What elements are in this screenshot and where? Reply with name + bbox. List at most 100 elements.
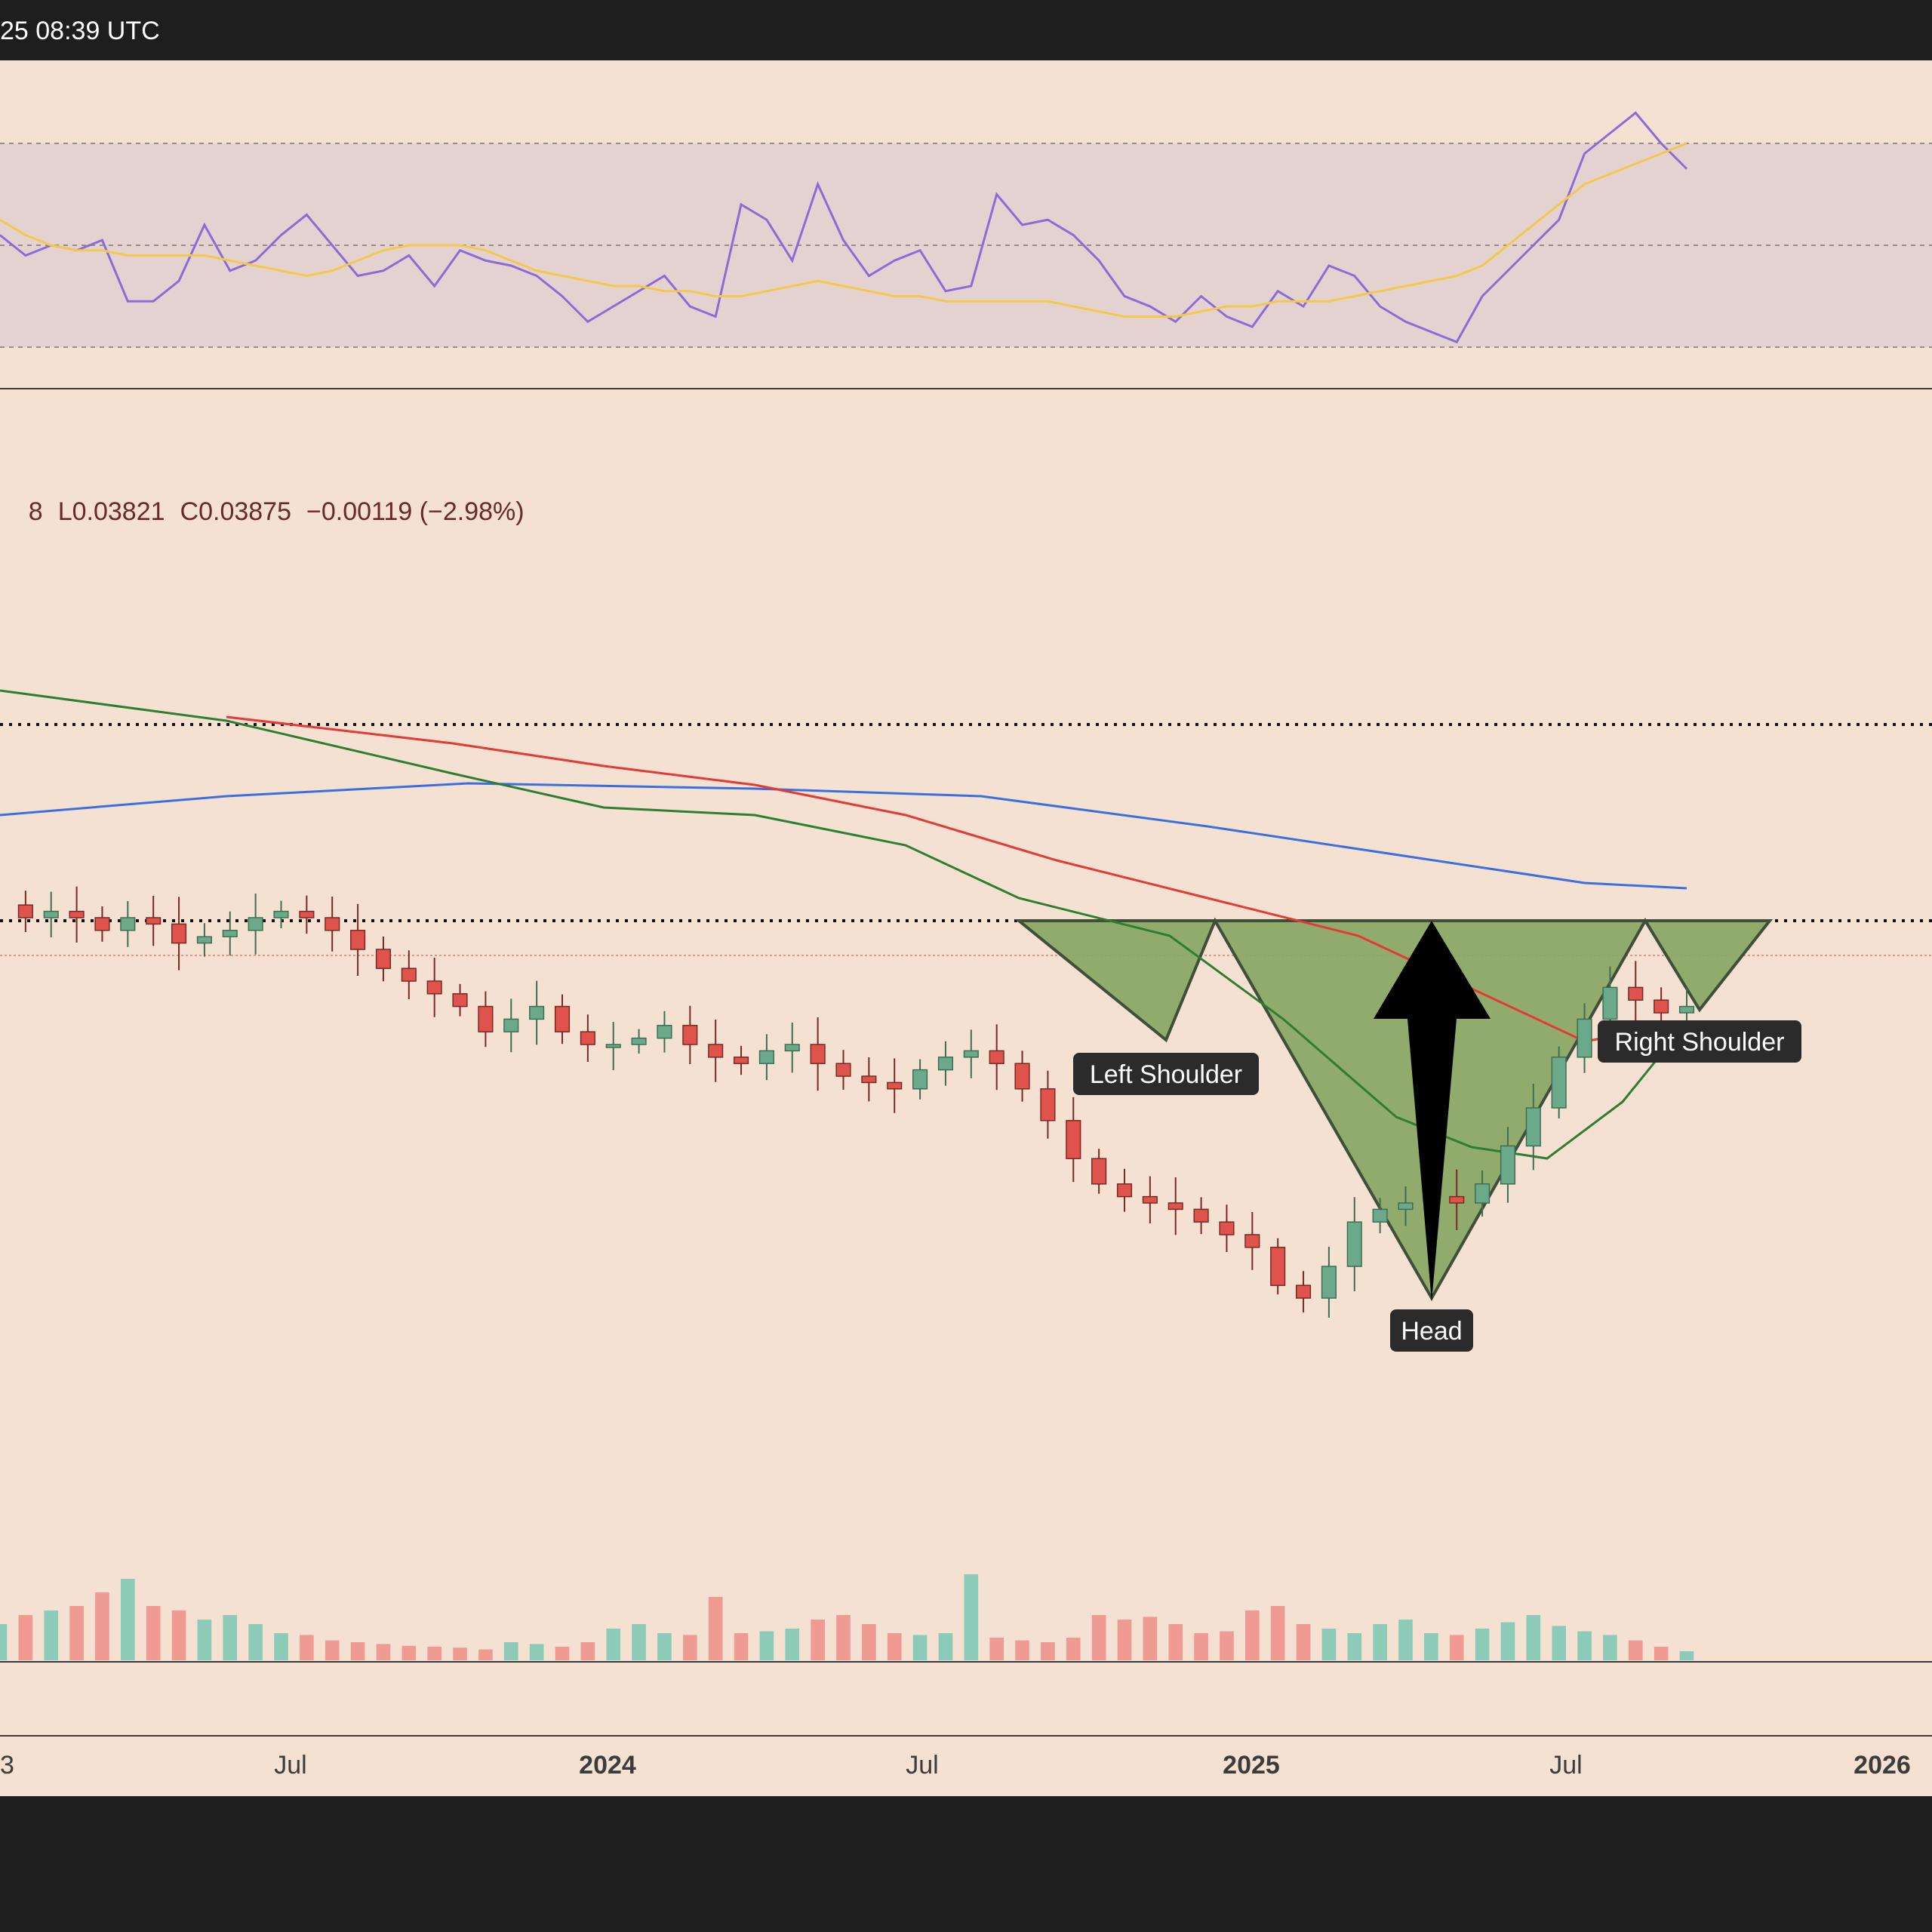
volume-bar (1373, 1624, 1387, 1660)
volume-bar (1347, 1633, 1362, 1660)
volume-bar (1449, 1635, 1464, 1660)
candle (1219, 1221, 1235, 1235)
volume-bar (1475, 1629, 1490, 1660)
pattern-label-text: Head (1401, 1317, 1462, 1346)
volume-bar (580, 1642, 595, 1660)
volume-bar (1091, 1615, 1106, 1660)
candle (248, 917, 263, 931)
legend-change: −0.00119 (−2.98%) (306, 497, 525, 526)
legend-low: L0.03821 (57, 497, 165, 526)
x-tick-label: 2024 (579, 1751, 636, 1780)
x-tick-label: Jul (274, 1751, 306, 1780)
candle (758, 1050, 774, 1064)
candle (94, 917, 110, 931)
volume-bar (478, 1649, 493, 1660)
candle (503, 1018, 519, 1032)
candle (120, 917, 136, 931)
candle (17, 904, 33, 918)
volume-bar (1500, 1622, 1515, 1660)
price-pane (0, 689, 1932, 1318)
candle (325, 917, 340, 931)
x-tick-label: 2025 (1223, 1751, 1280, 1780)
volume-bar (1117, 1620, 1132, 1660)
candle (708, 1044, 724, 1058)
candle (784, 1044, 800, 1052)
volume-bar (350, 1642, 365, 1660)
x-tick-label: 2026 (1854, 1751, 1911, 1780)
pattern-label-text: Right Shoulder (1615, 1028, 1785, 1057)
volume-bar (248, 1624, 263, 1660)
volume-bar (1577, 1631, 1592, 1660)
candle (1040, 1088, 1056, 1121)
volume-bar (1679, 1651, 1694, 1660)
volume-bar (1424, 1633, 1438, 1660)
volume-bar (1552, 1626, 1566, 1660)
candle (478, 1005, 494, 1032)
candle (1398, 1202, 1414, 1211)
volume-bar (862, 1624, 876, 1660)
candle (1500, 1145, 1516, 1185)
volume-bar (1628, 1640, 1643, 1660)
volume-pane (0, 1574, 1932, 1737)
candle (887, 1081, 903, 1090)
bottom-bar (0, 1796, 1932, 1932)
volume-bar (887, 1633, 902, 1660)
volume-bar (1526, 1615, 1541, 1660)
ma-mid-line (226, 715, 1687, 1043)
candle (657, 1025, 672, 1039)
candle (1116, 1183, 1133, 1198)
ma-long-line (0, 782, 1687, 890)
volume-bar (708, 1597, 723, 1660)
ma-short-line (0, 689, 1688, 1160)
candle (1295, 1284, 1312, 1299)
volume-bar (223, 1615, 238, 1660)
candle (69, 910, 85, 918)
candle (273, 910, 289, 918)
ohlc-legend: 8 L0.03821 C0.03875 −0.00119 (−2.98%) (0, 468, 540, 556)
volume-bar (1296, 1624, 1311, 1660)
candle (1091, 1158, 1107, 1185)
volume-bar (1398, 1620, 1413, 1660)
candle (631, 1037, 647, 1045)
volume-bar (121, 1579, 135, 1660)
candle (1244, 1234, 1260, 1248)
x-tick-label: Jul (906, 1751, 938, 1780)
x-tick-label: 3 (0, 1751, 14, 1780)
volume-bar (95, 1592, 109, 1660)
volume-bar (0, 1624, 8, 1660)
time-axis: 3 Jul 2024 Jul 2025 Jul 2026 (0, 1751, 1911, 1780)
volume-bar (274, 1633, 288, 1660)
volume-bar (912, 1635, 928, 1660)
candle (733, 1057, 749, 1064)
candle (1449, 1195, 1465, 1204)
volume-bar (69, 1606, 84, 1660)
volume-bar (529, 1644, 544, 1660)
candle (937, 1057, 954, 1071)
candle (1066, 1120, 1081, 1159)
chart-svg[interactable]: 3 Jul 2024 Jul 2025 Jul 2026 Left Shoulder Head… (0, 60, 1932, 1796)
volume-bar (734, 1633, 749, 1660)
candle (963, 1050, 979, 1058)
volume-bar (1321, 1629, 1337, 1660)
candle (1321, 1266, 1337, 1299)
candle (426, 980, 442, 995)
pattern-label-left-shoulder: Left Shoulder (1073, 1053, 1259, 1095)
volume-bar (938, 1633, 953, 1660)
volume-bar (503, 1642, 518, 1660)
chart-panel[interactable]: 3 Jul 2024 Jul 2025 Jul 2026 Left Shoulder Head… (0, 60, 1932, 1796)
candle (222, 930, 238, 937)
rsi-line (0, 111, 1688, 344)
candle (1577, 1018, 1592, 1058)
volume-bar (1066, 1638, 1081, 1660)
candle (43, 910, 59, 918)
volume-bar (453, 1647, 467, 1660)
candle (375, 949, 392, 969)
volume-bar (632, 1624, 646, 1660)
candle (1551, 1057, 1567, 1109)
volume-bar (1245, 1611, 1260, 1660)
pattern-label-text: Left Shoulder (1090, 1060, 1242, 1089)
breakout-arrow (1374, 921, 1491, 1302)
volume-bar (683, 1635, 697, 1660)
candle (989, 1050, 1004, 1064)
volume-bar (1603, 1635, 1617, 1660)
